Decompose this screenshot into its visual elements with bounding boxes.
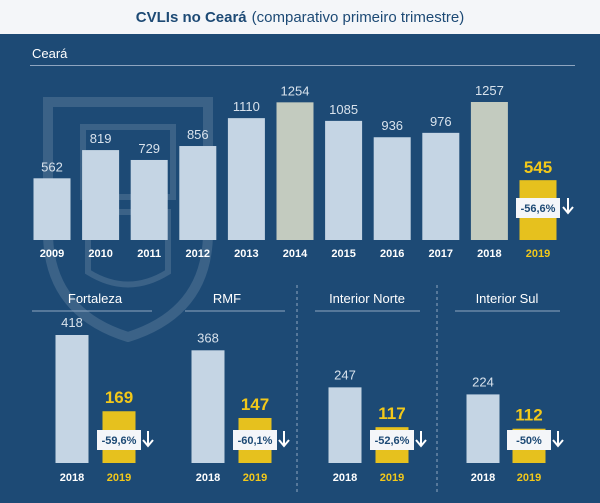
x-tick-2012: 2012 <box>186 248 210 260</box>
data-label-rmf-2018: 368 <box>197 330 219 345</box>
x-tick-rmf-2018: 2018 <box>196 472 220 484</box>
change-badge-interior-norte <box>370 430 414 450</box>
x-tick-2010: 2010 <box>88 248 112 260</box>
change-badge-rmf <box>233 430 277 450</box>
x-tick-fortaleza-2019: 2019 <box>107 472 131 484</box>
bar-rmf-2018 <box>191 350 225 463</box>
x-tick-interior-sul-2018: 2018 <box>471 472 495 484</box>
bar-interior-sul-2018 <box>466 394 500 463</box>
bar-2016 <box>373 137 411 240</box>
section-divider <box>30 65 575 66</box>
bar-2012 <box>179 146 217 240</box>
x-tick-2013: 2013 <box>234 248 258 260</box>
change-badge-interior-sul <box>507 430 551 450</box>
section-label: Ceará <box>32 46 68 61</box>
change-label-interior-sul: -50% <box>516 435 542 447</box>
down-arrow-icon <box>278 431 290 448</box>
change-label-ceara: -56,6% <box>521 203 556 215</box>
data-label-interior-norte-2019: 117 <box>378 404 405 423</box>
x-tick-2018: 2018 <box>477 248 501 260</box>
bar-fortaleza-2018 <box>55 335 89 463</box>
x-tick-2009: 2009 <box>40 248 64 260</box>
down-arrow-icon <box>562 198 574 215</box>
chart-title-bar: CVLIs no Ceará (comparativo primeiro tri… <box>0 0 600 34</box>
data-label-interior-sul-2019: 112 <box>515 406 542 425</box>
data-label-2019: 545 <box>524 158 552 177</box>
data-label-2013: 1110 <box>233 99 260 114</box>
x-tick-interior-sul-2019: 2019 <box>517 472 541 484</box>
change-label-fortaleza: -59,6% <box>102 435 137 447</box>
x-tick-2016: 2016 <box>380 248 404 260</box>
bar-interior-norte-2018 <box>328 387 362 463</box>
data-label-2015: 1085 <box>329 102 358 117</box>
data-label-interior-norte-2018: 247 <box>334 367 356 382</box>
data-label-rmf-2019: 147 <box>241 395 269 414</box>
change-badge-fortaleza <box>97 430 141 450</box>
bar-2013 <box>227 118 265 240</box>
data-label-2017: 976 <box>430 114 452 129</box>
bar-2018 <box>470 102 508 240</box>
chart-subtitle: (comparativo primeiro trimestre) <box>251 8 465 26</box>
x-tick-interior-norte-2018: 2018 <box>333 472 357 484</box>
change-label-rmf: -60,1% <box>238 435 273 447</box>
change-label-interior-norte: -52,6% <box>375 435 410 447</box>
data-label-2011: 729 <box>138 141 160 156</box>
panel-title-interior-norte: Interior Norte <box>329 291 405 306</box>
x-tick-interior-norte-2019: 2019 <box>380 472 404 484</box>
x-tick-2011: 2011 <box>137 248 161 260</box>
x-tick-2019: 2019 <box>526 248 550 260</box>
bar-2015 <box>325 120 363 240</box>
data-label-2016: 936 <box>381 118 403 133</box>
bar-2014 <box>276 102 314 241</box>
bar-2009 <box>33 178 71 240</box>
data-label-2012: 856 <box>187 127 209 142</box>
bar-2010 <box>82 150 120 240</box>
x-tick-2015: 2015 <box>331 248 355 260</box>
change-badge-ceara <box>516 198 560 218</box>
down-arrow-icon <box>552 431 564 448</box>
data-label-fortaleza-2019: 169 <box>105 388 133 407</box>
panel-title-fortaleza: Fortaleza <box>68 291 123 306</box>
data-label-interior-sul-2018: 224 <box>472 374 494 389</box>
data-label-fortaleza-2018: 418 <box>61 315 83 330</box>
down-arrow-icon <box>142 431 154 448</box>
data-label-2009: 562 <box>41 159 63 174</box>
data-label-2010: 819 <box>90 131 112 146</box>
bar-2017 <box>422 132 460 240</box>
x-tick-fortaleza-2018: 2018 <box>60 472 84 484</box>
x-tick-2017: 2017 <box>429 248 453 260</box>
x-tick-2014: 2014 <box>283 248 308 260</box>
panel-title-interior-sul: Interior Sul <box>476 291 539 306</box>
bar-2011 <box>130 159 168 240</box>
panel-title-rmf: RMF <box>213 291 241 306</box>
chart-title: CVLIs no Ceará <box>135 8 247 26</box>
x-tick-rmf-2019: 2019 <box>243 472 267 484</box>
data-label-2018: 1257 <box>475 83 504 98</box>
down-arrow-icon <box>415 431 427 448</box>
data-label-2014: 1254 <box>281 83 310 98</box>
